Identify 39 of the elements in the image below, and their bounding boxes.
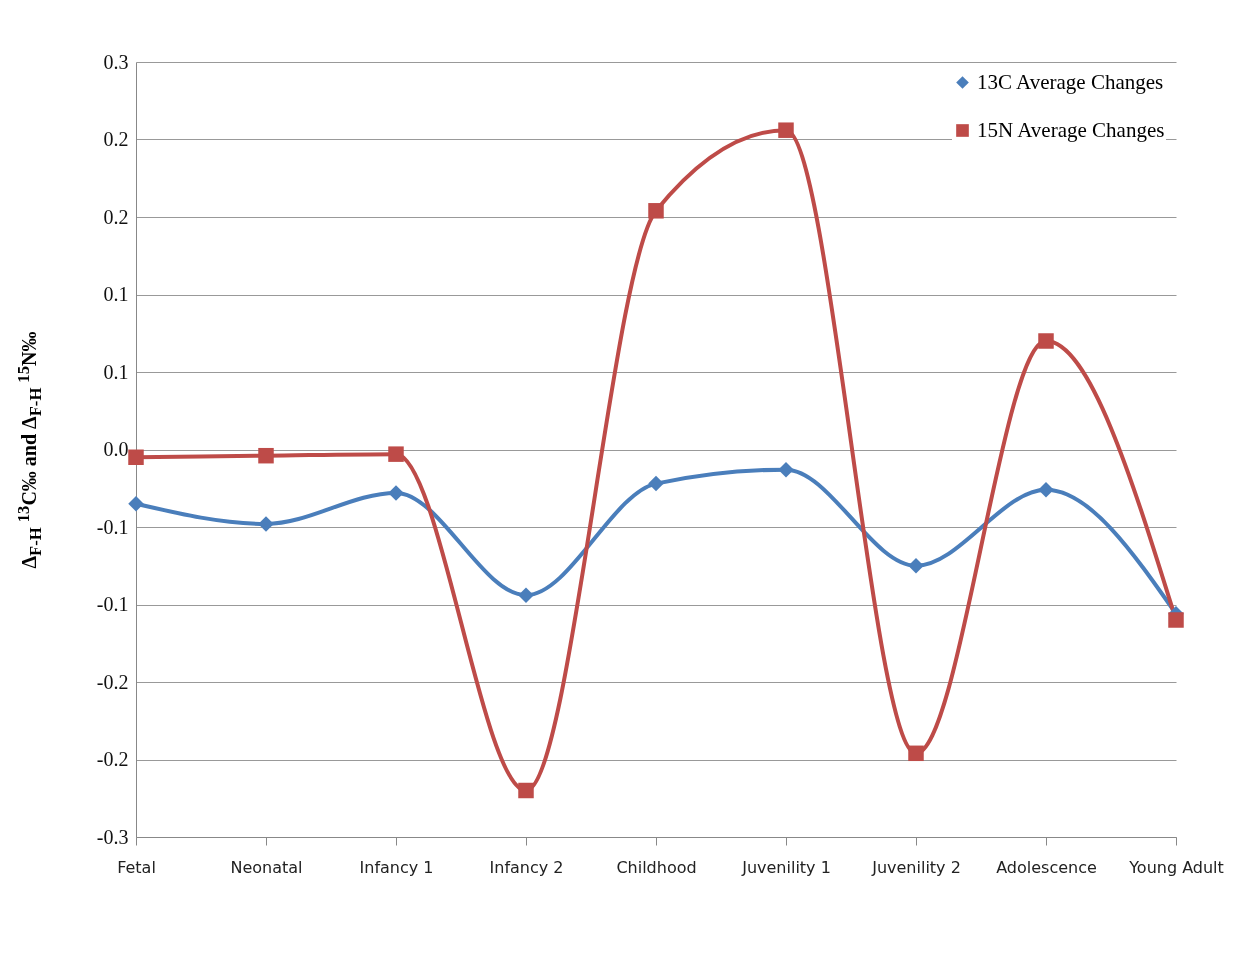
point	[648, 475, 664, 492]
y-tick-label: 0.1	[103, 360, 129, 383]
y-tick-label: -0.3	[96, 825, 129, 848]
x-tick-label: Juvenility 1	[741, 857, 831, 877]
x-tick-label: Childhood	[616, 857, 697, 877]
x-tick-label: Infancy 1	[359, 857, 434, 877]
y-tick-label: 0.0	[103, 438, 129, 460]
x-tick-label: Fetal	[117, 857, 156, 877]
x-tick-label: Young Adult	[1128, 857, 1224, 877]
y-tick-label: -0.2	[96, 748, 129, 770]
point	[518, 782, 534, 799]
x-tick-label: Adolescence	[996, 857, 1097, 877]
y-tick-label: 0.2	[103, 128, 129, 150]
point	[258, 516, 274, 532]
point	[908, 745, 924, 762]
point	[388, 485, 404, 501]
point	[648, 203, 664, 219]
point	[778, 461, 794, 478]
point	[1038, 333, 1054, 349]
point	[1168, 612, 1184, 628]
point	[908, 558, 924, 574]
point	[388, 446, 404, 462]
x-tick-label: Neonatal	[230, 857, 303, 877]
y-tick-label: -0.1	[96, 515, 129, 538]
point	[128, 449, 144, 465]
y-tick-label: -0.1	[96, 593, 129, 615]
y-tick-label: 0.2	[103, 205, 129, 228]
legend-label: 13C Average Changes	[977, 69, 1164, 94]
point	[258, 447, 274, 464]
x-tick-label: Juvenility 2	[871, 857, 961, 877]
y-tick-label: -0.2	[96, 670, 129, 693]
point	[1038, 482, 1054, 498]
x-tick-label: Infancy 2	[489, 857, 564, 877]
legend-label: 15N Average Changes	[977, 117, 1165, 142]
point	[778, 122, 794, 138]
point	[128, 496, 144, 512]
point	[518, 587, 534, 603]
y-tick-label: 0.1	[103, 283, 129, 305]
y-tick-label: 0.3	[103, 50, 129, 73]
